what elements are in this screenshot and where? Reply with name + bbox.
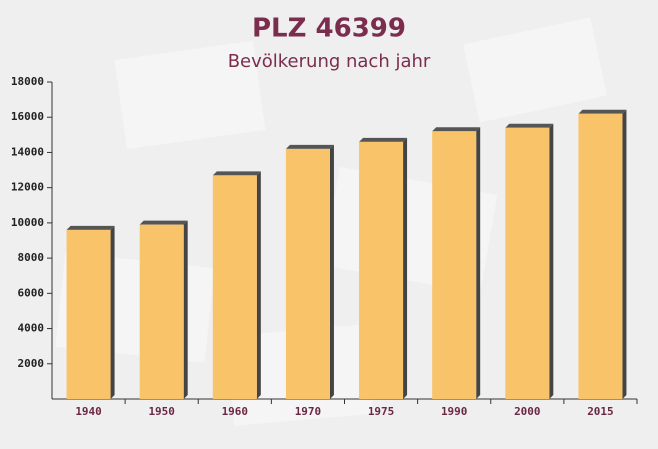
chart-title: PLZ 46399 bbox=[252, 14, 406, 44]
y-tick-label: 6000 bbox=[18, 286, 45, 299]
bar-top bbox=[212, 171, 261, 176]
bar-shadow bbox=[183, 220, 188, 399]
bar-top bbox=[285, 144, 334, 149]
bar-top bbox=[139, 220, 188, 225]
y-tick-label: 8000 bbox=[18, 251, 45, 264]
x-tick-label: 2000 bbox=[514, 405, 541, 418]
y-tick-label: 14000 bbox=[11, 145, 44, 158]
x-tick-label: 1950 bbox=[148, 405, 175, 418]
bar-top bbox=[505, 123, 554, 128]
bar-top bbox=[578, 109, 627, 114]
bar-shadow bbox=[110, 225, 115, 399]
bar-shadow bbox=[622, 109, 627, 399]
bar bbox=[505, 127, 550, 400]
x-tick-label: 1960 bbox=[222, 405, 249, 418]
y-tick-label: 4000 bbox=[18, 322, 45, 335]
x-tick-label: 1940 bbox=[75, 405, 102, 418]
y-tick-label: 10000 bbox=[11, 216, 44, 229]
bar-shadow bbox=[256, 171, 261, 399]
bar bbox=[285, 148, 330, 399]
y-tick-label: 16000 bbox=[11, 110, 44, 123]
chart-subtitle: Bevölkerung nach jahr bbox=[228, 51, 431, 72]
bar-top bbox=[66, 225, 115, 230]
bar-top bbox=[432, 127, 481, 132]
bar-shadow bbox=[329, 144, 334, 399]
bar bbox=[139, 224, 184, 399]
x-tick-label: 1990 bbox=[441, 405, 468, 418]
x-tick-label: 2015 bbox=[587, 405, 614, 418]
y-tick-label: 2000 bbox=[18, 357, 45, 370]
bar-shadow bbox=[476, 127, 481, 400]
bar bbox=[212, 175, 257, 399]
bar-shadow bbox=[549, 123, 554, 400]
bar-top bbox=[359, 137, 408, 142]
bar bbox=[66, 229, 111, 399]
bar bbox=[578, 113, 623, 399]
x-tick-label: 1975 bbox=[368, 405, 395, 418]
bar bbox=[432, 131, 477, 400]
bar bbox=[359, 141, 404, 399]
y-tick-label: 18000 bbox=[11, 75, 44, 88]
bar-shadow bbox=[403, 137, 408, 399]
x-tick-label: 1970 bbox=[295, 405, 322, 418]
y-tick-label: 12000 bbox=[11, 181, 44, 194]
